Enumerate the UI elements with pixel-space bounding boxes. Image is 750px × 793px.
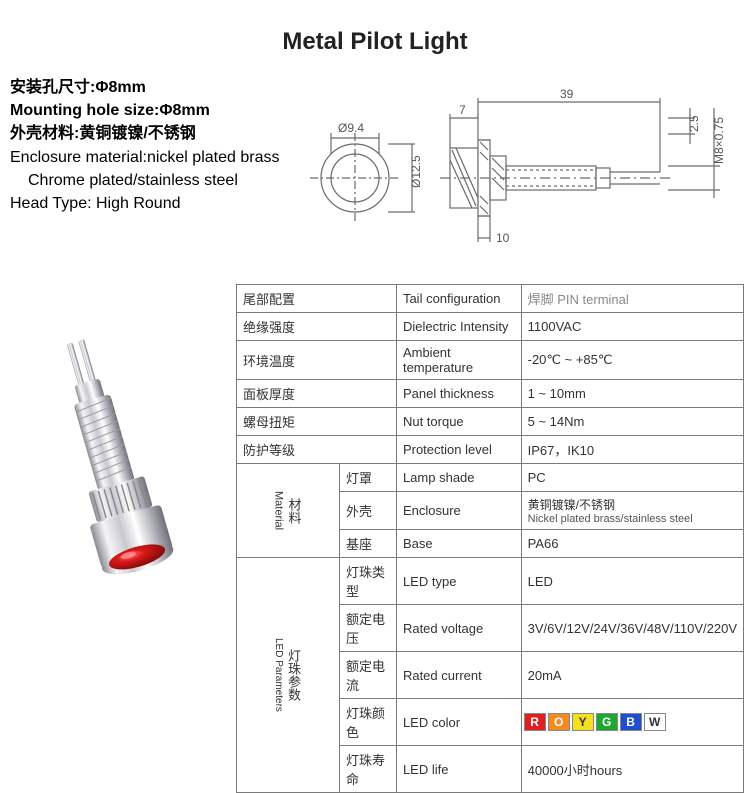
cell-cn: 尾部配置: [237, 285, 397, 313]
cell-en: Rated voltage: [396, 605, 521, 652]
cell-en: Enclosure: [396, 492, 521, 530]
cell-en: LED life: [396, 746, 521, 793]
led-color-swatch: Y: [572, 713, 594, 731]
led-color-swatch: O: [548, 713, 570, 731]
cell-en: Base: [396, 530, 521, 558]
svg-text:39: 39: [560, 87, 574, 101]
cell-cn: 外壳: [340, 492, 397, 530]
cell-val: PC: [521, 464, 743, 492]
svg-text:7: 7: [459, 103, 466, 117]
cell-val: 焊脚 PIN terminal: [521, 285, 743, 313]
cell-en: Nut torque: [396, 408, 521, 436]
cell-val: 1 ~ 10mm: [521, 380, 743, 408]
spec-line-2: Mounting hole size:Φ8mm: [10, 99, 279, 122]
spec-line-3: 外壳材料:黄铜镀镍/不锈钢: [10, 122, 279, 145]
spec-line-5: Chrome plated/stainless steel: [10, 169, 279, 192]
spec-line-1: 安装孔尺寸:Φ8mm: [10, 76, 279, 99]
table-row: 螺母扭矩 Nut torque 5 ~ 14Nm: [237, 408, 744, 436]
cell-cn: 环境温度: [237, 341, 397, 380]
table-row: 面板厚度 Panel thickness 1 ~ 10mm: [237, 380, 744, 408]
table-row: 环境温度 Ambient temperature -20℃ ~ +85℃: [237, 341, 744, 380]
page-title: Metal Pilot Light: [0, 28, 750, 56]
cell-en: LED type: [396, 558, 521, 605]
cell-en: Dielectric Intensity: [396, 313, 521, 341]
table-row: 尾部配置 Tail configuration 焊脚 PIN terminal: [237, 285, 744, 313]
cell-en: Rated current: [396, 652, 521, 699]
table-row: 灯珠参数 LED Parameters 灯珠类型 LED type LED: [237, 558, 744, 605]
product-photo: [20, 330, 210, 630]
cell-cn: 面板厚度: [237, 380, 397, 408]
spec-line-4: Enclosure material:nickel plated brass: [10, 146, 279, 169]
cell-cn: 灯珠颜色: [340, 699, 397, 746]
cell-cn: 灯珠类型: [340, 558, 397, 605]
svg-text:Ø12.5: Ø12.5: [409, 155, 423, 188]
cell-val: PA66: [521, 530, 743, 558]
led-color-swatches: ROYGBW: [524, 713, 741, 731]
cell-cn: 防护等级: [237, 436, 397, 464]
cell-en: LED color: [396, 699, 521, 746]
svg-text:10: 10: [496, 231, 510, 245]
cell-val: LED: [521, 558, 743, 605]
group-label-material: 材料 Material: [237, 464, 340, 558]
led-color-swatch: R: [524, 713, 546, 731]
spec-text-block: 安装孔尺寸:Φ8mm Mounting hole size:Φ8mm 外壳材料:…: [10, 76, 279, 215]
group-label-led: 灯珠参数 LED Parameters: [237, 558, 340, 793]
cell-en: Lamp shade: [396, 464, 521, 492]
cell-cn: 基座: [340, 530, 397, 558]
cell-en: Panel thickness: [396, 380, 521, 408]
cell-val: -20℃ ~ +85℃: [521, 341, 743, 380]
cell-val: 3V/6V/12V/24V/36V/48V/110V/220V: [521, 605, 743, 652]
cell-cn: 灯珠寿命: [340, 746, 397, 793]
cell-cn: 灯罩: [340, 464, 397, 492]
table-row: 防护等级 Protection level IP67，IK10: [237, 436, 744, 464]
cell-val: IP67，IK10: [521, 436, 743, 464]
engineering-diagram: Ø9.4 Ø12.5: [300, 78, 740, 258]
svg-text:2.5: 2.5: [687, 115, 701, 132]
spec-line-6: Head Type: High Round: [10, 192, 279, 215]
cell-val: 5 ~ 14Nm: [521, 408, 743, 436]
svg-text:M8×0.75: M8×0.75: [712, 117, 726, 164]
cell-val: 40000小时hours: [521, 746, 743, 793]
cell-cn: 额定电压: [340, 605, 397, 652]
cell-en: Ambient temperature: [396, 341, 521, 380]
svg-text:Ø9.4: Ø9.4: [338, 121, 364, 135]
cell-en: Protection level: [396, 436, 521, 464]
led-color-swatch: G: [596, 713, 618, 731]
cell-cn: 螺母扭矩: [237, 408, 397, 436]
led-color-swatch: W: [644, 713, 666, 731]
cell-val: 20mA: [521, 652, 743, 699]
table-row: 材料 Material 灯罩 Lamp shade PC: [237, 464, 744, 492]
cell-val: 黄铜镀镍/不锈钢Nickel plated brass/stainless st…: [521, 492, 743, 530]
cell-cn: 绝缘强度: [237, 313, 397, 341]
cell-cn: 额定电流: [340, 652, 397, 699]
table-row: 绝缘强度 Dielectric Intensity 1100VAC: [237, 313, 744, 341]
cell-val: ROYGBW: [521, 699, 743, 746]
spec-table: 尾部配置 Tail configuration 焊脚 PIN terminal …: [236, 284, 744, 793]
cell-val: 1100VAC: [521, 313, 743, 341]
led-color-swatch: B: [620, 713, 642, 731]
cell-en: Tail configuration: [396, 285, 521, 313]
